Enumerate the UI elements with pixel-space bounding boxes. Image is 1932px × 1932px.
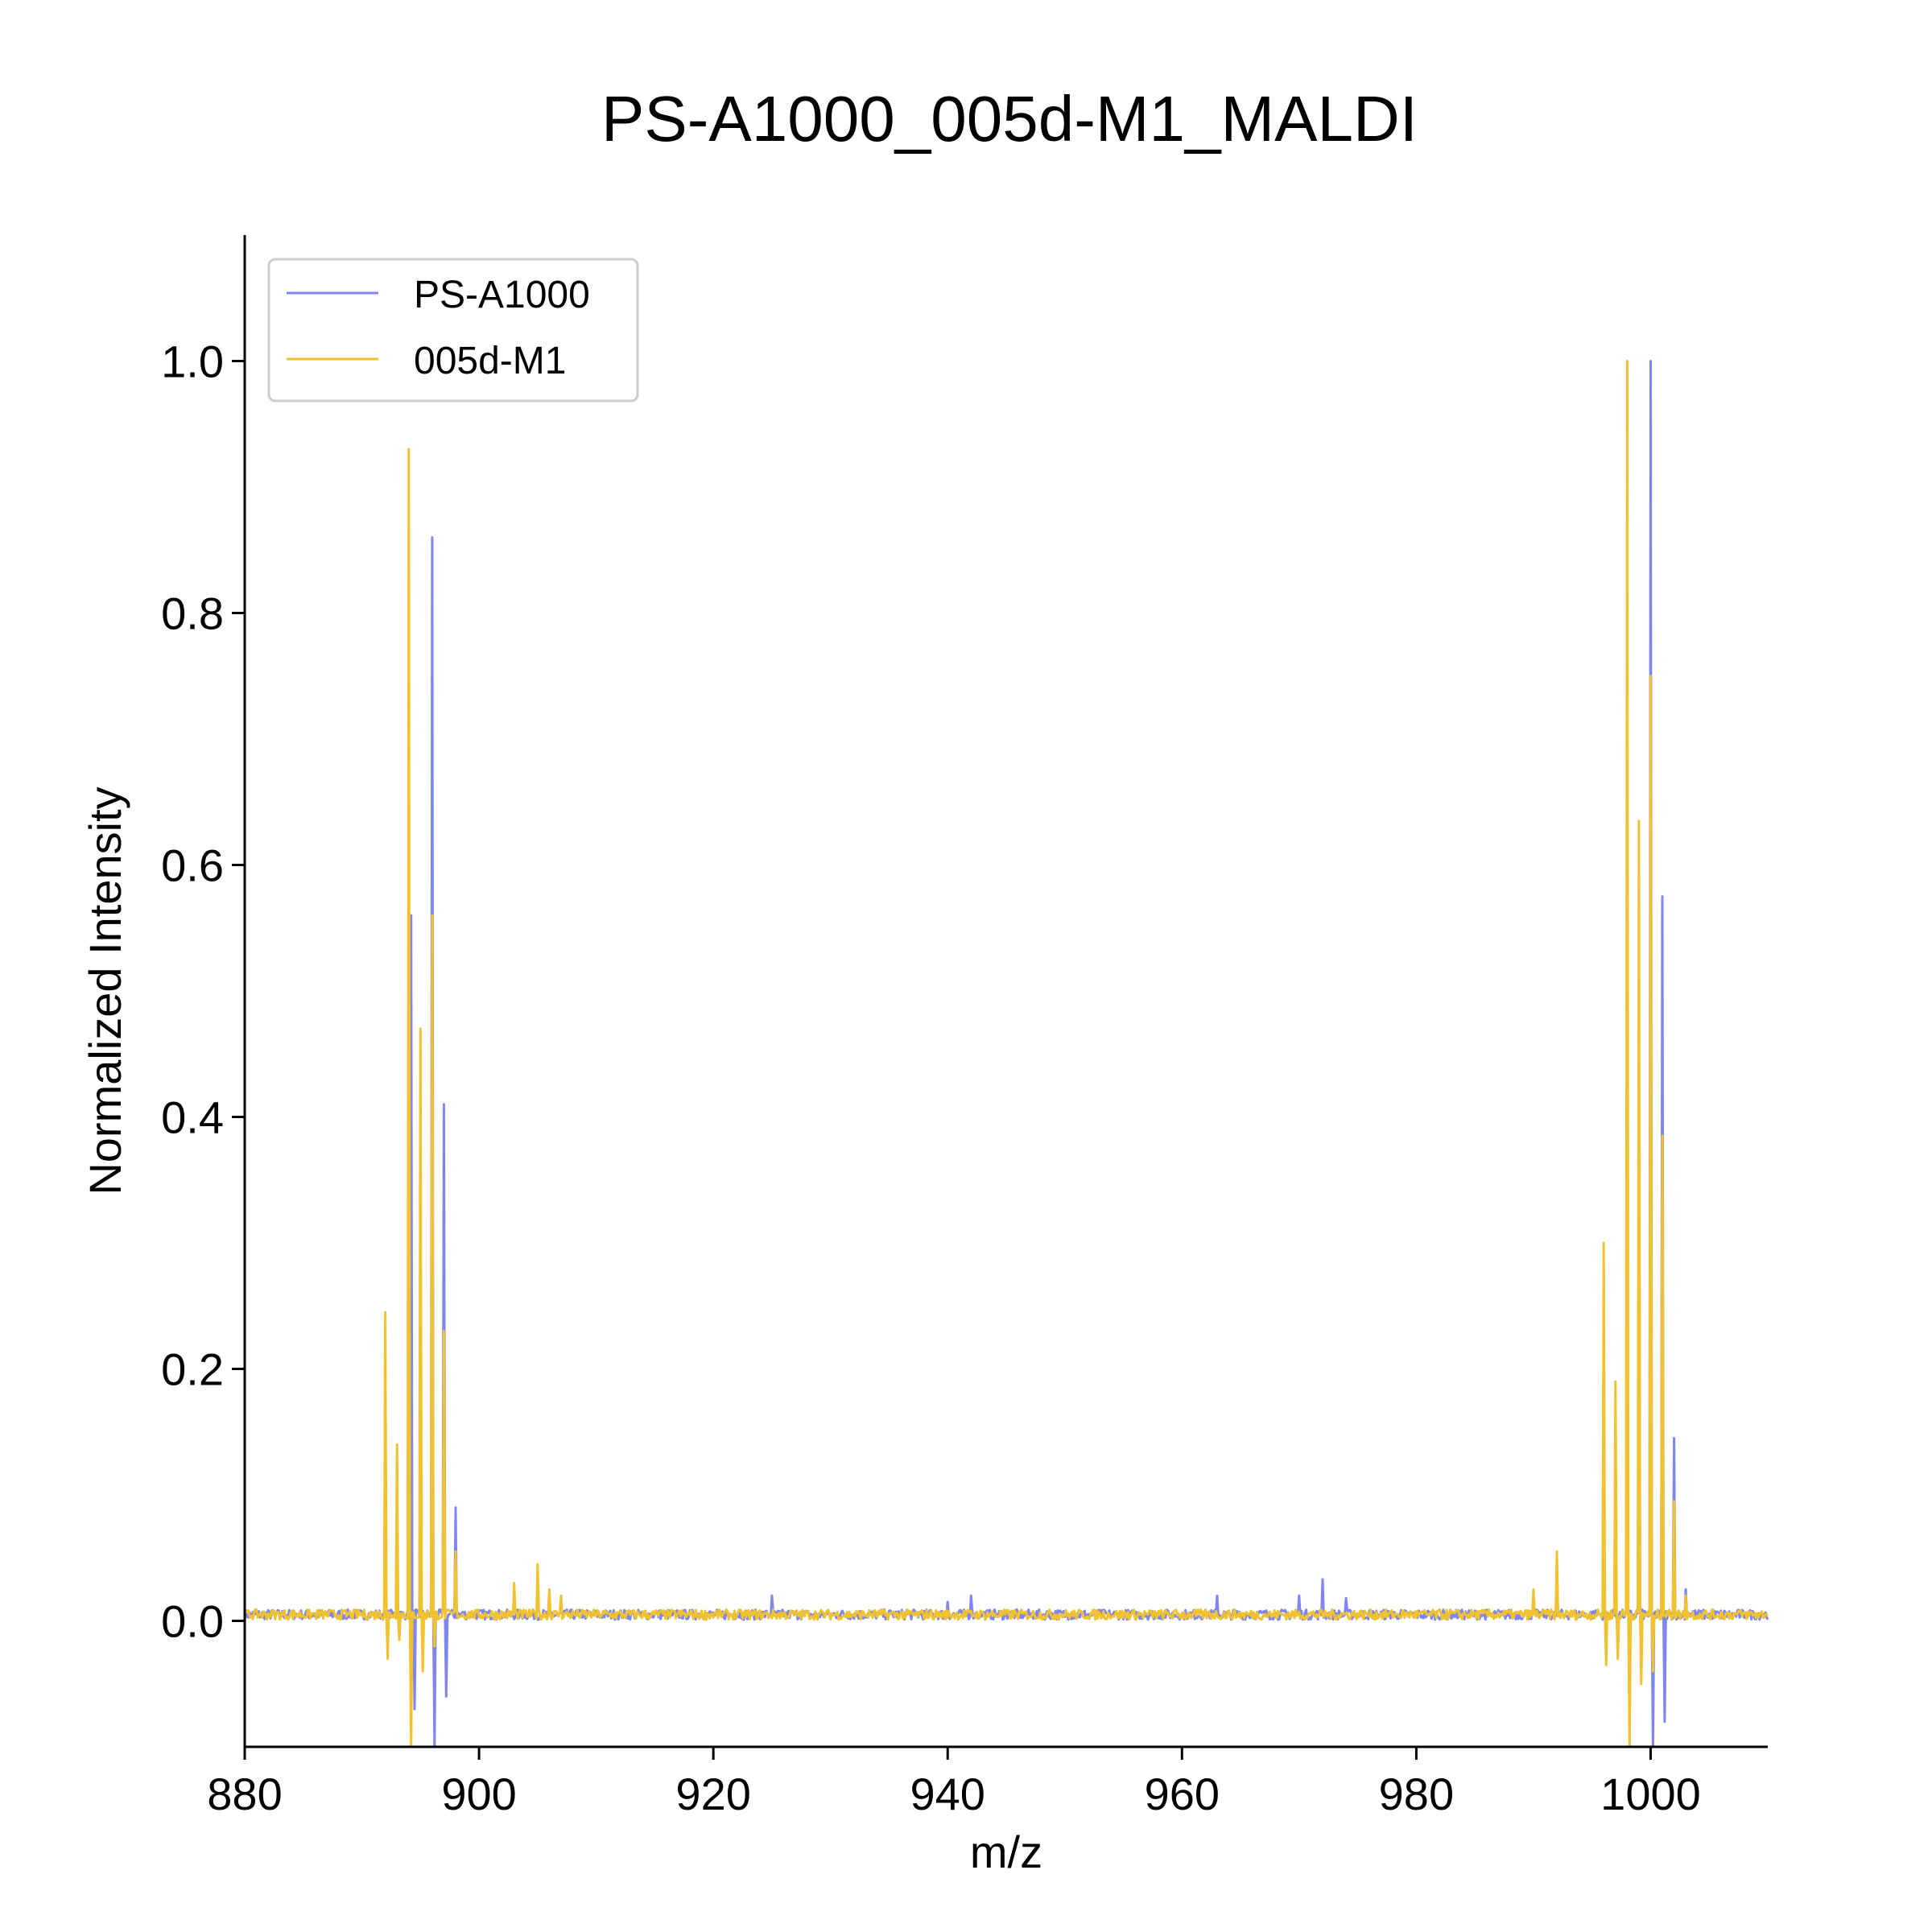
x-tick-label: 980 [1379, 1769, 1454, 1819]
x-axis-ticks: 880 900 920 940 960 980 1000 [207, 1747, 1701, 1819]
x-tick-label: 960 [1145, 1769, 1220, 1819]
x-tick-label: 920 [675, 1769, 750, 1819]
y-tick-label: 0.4 [161, 1092, 224, 1143]
plot-area [243, 360, 1769, 1748]
y-tick-label: 0.8 [161, 588, 224, 639]
y-tick-label: 0.2 [161, 1344, 224, 1395]
legend: PS-A1000 005d-M1 [267, 258, 639, 402]
legend-label-005d-m1: 005d-M1 [414, 340, 566, 382]
series-line-0 [243, 360, 1769, 1748]
y-tick-label: 0.6 [161, 840, 224, 891]
y-axis-ticks: 0.0 0.2 0.4 0.6 0.8 1.0 [161, 336, 245, 1647]
x-tick-label: 900 [441, 1769, 516, 1819]
y-tick-label: 1.0 [161, 336, 224, 387]
x-tick-label: 940 [910, 1769, 985, 1819]
x-tick-label: 880 [207, 1769, 282, 1819]
y-axis-label: Normalized Intensity [80, 786, 130, 1195]
x-axis-label: m/z [970, 1827, 1042, 1877]
x-tick-label: 1000 [1600, 1769, 1701, 1819]
y-tick-label: 0.0 [161, 1596, 224, 1647]
series-line-1 [243, 360, 1769, 1748]
legend-box [267, 258, 639, 402]
chart-title: PS-A1000_005d-M1_MALDI [601, 83, 1418, 155]
legend-label-ps-a1000: PS-A1000 [414, 274, 590, 316]
